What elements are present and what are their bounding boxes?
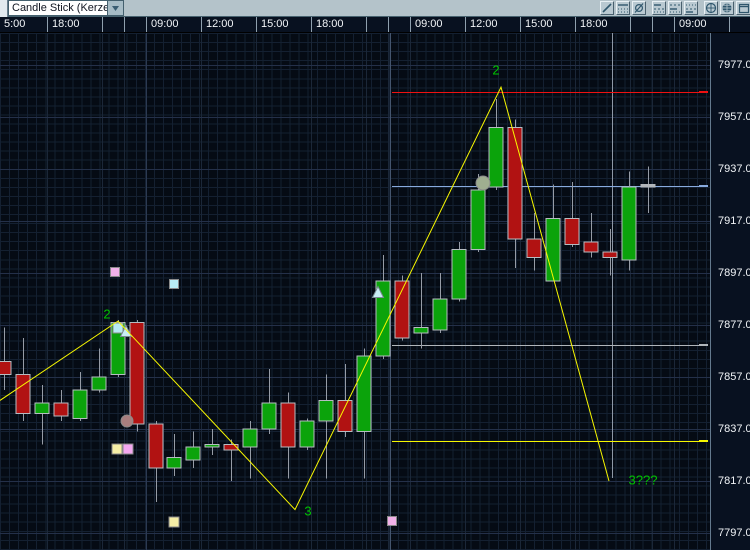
chevron-down-icon — [112, 5, 119, 11]
svg-text:2: 2 — [492, 62, 499, 77]
time-axis-cell: 12:00 — [201, 17, 256, 32]
chart-canvas[interactable]: 2 3 2 3??? — [0, 0, 710, 550]
price-axis-label: 7817.0 — [718, 475, 750, 487]
price-axis-label: 7917.0 — [718, 215, 750, 227]
time-axis-cell — [124, 17, 146, 32]
price-axis-label: 7877.0 — [718, 319, 750, 331]
dash-rows-icon-3[interactable] — [684, 1, 698, 15]
price-axis-label: 7857.0 — [718, 371, 750, 383]
window-icon[interactable] — [736, 1, 750, 15]
price-axis-label: 7957.0 — [718, 111, 750, 123]
toolbar — [600, 1, 750, 15]
time-axis-cell — [652, 17, 674, 32]
svg-text:2: 2 — [103, 306, 110, 321]
time-axis-cell: 18:00 — [47, 17, 102, 32]
time-axis-cell — [630, 17, 652, 32]
empty-set-icon[interactable] — [632, 1, 646, 15]
price-axis-label: 7797.0 — [718, 527, 750, 539]
chart-area[interactable]: 2 3 2 3??? — [0, 33, 710, 550]
dash-rows-icon-2[interactable] — [668, 1, 682, 15]
globe-icon-1[interactable] — [704, 1, 718, 15]
time-axis-cell: 18:00 — [311, 17, 366, 32]
price-axis-label: 7977.0 — [718, 59, 750, 71]
chart-type-dropdown[interactable]: Candle Stick (Kerze — [8, 0, 124, 16]
chart-type-dropdown-arrow[interactable] — [108, 0, 124, 16]
window-edge — [0, 0, 8, 17]
time-axis-cell — [366, 17, 388, 32]
svg-text:3???: 3??? — [629, 472, 658, 487]
price-axis[interactable]: 7977.0 7957.0 7937.0 7917.0 7897.0 7877.0 7857… — [710, 33, 750, 550]
time-axis-cell: 09:00 — [674, 17, 729, 32]
time-axis-cell — [102, 17, 124, 32]
time-axis-cell: 15:00 — [256, 17, 311, 32]
time-axis-cell: 09:00 — [410, 17, 465, 32]
svg-text:3: 3 — [304, 503, 311, 518]
price-axis-label: 7837.0 — [718, 423, 750, 435]
globe-icon-2[interactable] — [720, 1, 734, 15]
trendline-icon[interactable] — [600, 1, 614, 15]
time-axis-cell: 5:00 — [4, 18, 26, 30]
dash-rows-icon-1[interactable] — [652, 1, 666, 15]
price-axis-label: 7937.0 — [718, 163, 750, 175]
price-axis-label: 7897.0 — [718, 267, 750, 279]
time-axis-cell: 15:00 — [520, 17, 575, 32]
time-axis-cell: 09:00 — [146, 17, 201, 32]
time-axis-cell — [729, 17, 750, 32]
level-dots-icon[interactable] — [616, 1, 630, 15]
titlebar: Candle Stick (Kerze — [0, 0, 750, 17]
time-axis-cell: 12:00 — [465, 17, 520, 32]
chart-type-value[interactable]: Candle Stick (Kerze — [8, 0, 108, 16]
time-axis-cell — [388, 17, 410, 32]
time-axis-cell: 18:00 — [575, 17, 630, 32]
time-axis[interactable]: 5:00 18:00 09:00 12:00 15:00 18:00 09:00 12:00 1… — [0, 17, 750, 33]
